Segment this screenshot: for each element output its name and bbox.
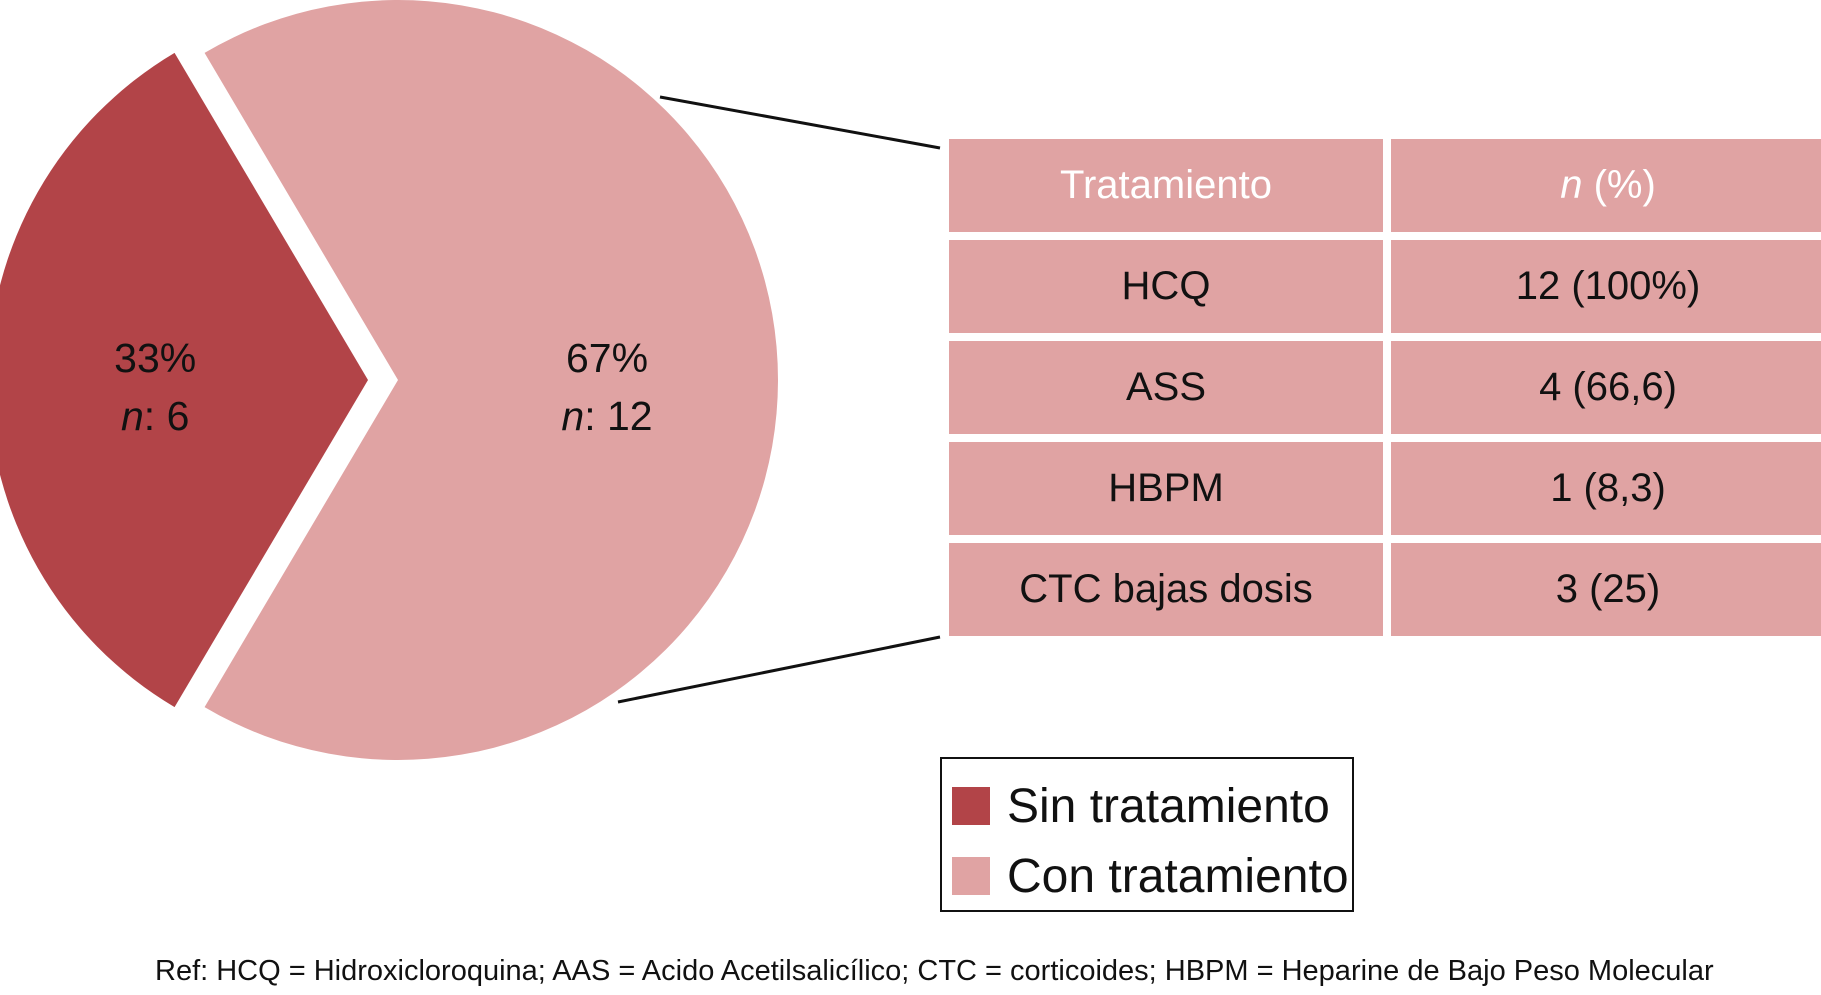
- pie-percent-label: 67%: [566, 335, 648, 381]
- legend-item-con-tratamiento: Con tratamiento: [952, 841, 1352, 911]
- table-cell-treatment: HBPM: [949, 442, 1383, 535]
- footnote: Ref: HCQ = Hidroxicloroquina; AAS = Acid…: [155, 955, 1714, 987]
- table-header-n: n: [1560, 163, 1583, 207]
- pie-slice-labels: 33% n: 6 67% n: 12: [114, 335, 652, 439]
- pie-slice-sin-tratamiento: [0, 52, 368, 708]
- legend-swatch-light: [952, 857, 990, 895]
- connector-lines: [617, 95, 941, 704]
- treatment-table: Tratamiento n (%) HCQ 12 (100%) ASS 4 (6…: [949, 139, 1821, 636]
- pie-slices: [0, 0, 778, 761]
- table-cell-treatment: ASS: [949, 341, 1383, 434]
- legend: Sin tratamiento Con tratamiento: [940, 757, 1354, 912]
- pie-slice-con-tratamiento: [204, 0, 778, 761]
- table-cell-value: 12 (100%): [1391, 240, 1821, 333]
- legend-swatch-dark: [952, 787, 990, 825]
- table-cell-treatment: CTC bajas dosis: [949, 543, 1383, 636]
- pie-percent-label: 33%: [114, 335, 196, 381]
- connector-line-top: [659, 95, 941, 150]
- connector-line-bottom: [617, 635, 941, 704]
- table-cell-value: 4 (66,6): [1391, 341, 1821, 434]
- table-header-n-percent: n (%): [1391, 139, 1821, 232]
- legend-item-sin-tratamiento: Sin tratamiento: [952, 771, 1352, 841]
- pie-n-label: n: 6: [121, 393, 189, 439]
- legend-label: Sin tratamiento: [1007, 779, 1330, 833]
- legend-label: Con tratamiento: [1007, 849, 1349, 903]
- table-header-percent: (%): [1582, 163, 1656, 207]
- pie-n-label: n: 12: [561, 393, 652, 439]
- table-cell-value: 3 (25): [1391, 543, 1821, 636]
- table-header-treatment: Tratamiento: [949, 139, 1383, 232]
- table-cell-value: 1 (8,3): [1391, 442, 1821, 535]
- table-cell-treatment: HCQ: [949, 240, 1383, 333]
